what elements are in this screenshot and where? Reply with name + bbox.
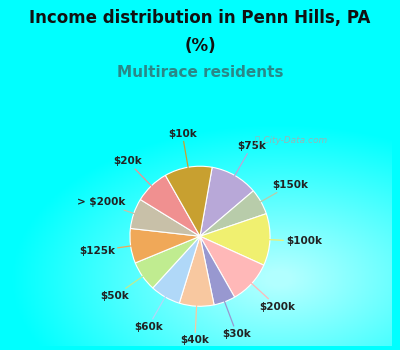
Wedge shape bbox=[130, 199, 200, 236]
Wedge shape bbox=[166, 166, 212, 236]
Text: $125k: $125k bbox=[79, 246, 134, 256]
Text: $40k: $40k bbox=[180, 303, 209, 345]
Text: $60k: $60k bbox=[134, 295, 167, 332]
Wedge shape bbox=[200, 214, 270, 265]
Text: $75k: $75k bbox=[233, 141, 266, 178]
Text: $50k: $50k bbox=[100, 275, 145, 301]
Text: Multirace residents: Multirace residents bbox=[117, 65, 283, 80]
Text: $200k: $200k bbox=[250, 281, 295, 312]
Text: ⓘ City-Data.com: ⓘ City-Data.com bbox=[255, 136, 327, 145]
Text: $30k: $30k bbox=[222, 299, 251, 339]
Text: Income distribution in Penn Hills, PA: Income distribution in Penn Hills, PA bbox=[29, 9, 371, 27]
Text: $100k: $100k bbox=[267, 236, 322, 246]
Wedge shape bbox=[179, 236, 214, 306]
Wedge shape bbox=[140, 175, 200, 236]
Wedge shape bbox=[200, 236, 234, 305]
Text: > $200k: > $200k bbox=[77, 197, 136, 214]
Text: $150k: $150k bbox=[258, 180, 308, 203]
Wedge shape bbox=[153, 236, 200, 303]
Wedge shape bbox=[200, 167, 253, 236]
Wedge shape bbox=[135, 236, 200, 288]
Text: $10k: $10k bbox=[168, 128, 197, 170]
Wedge shape bbox=[200, 191, 266, 236]
Text: $20k: $20k bbox=[113, 156, 153, 188]
Wedge shape bbox=[130, 229, 200, 263]
Wedge shape bbox=[200, 236, 264, 297]
Text: (%): (%) bbox=[184, 37, 216, 55]
